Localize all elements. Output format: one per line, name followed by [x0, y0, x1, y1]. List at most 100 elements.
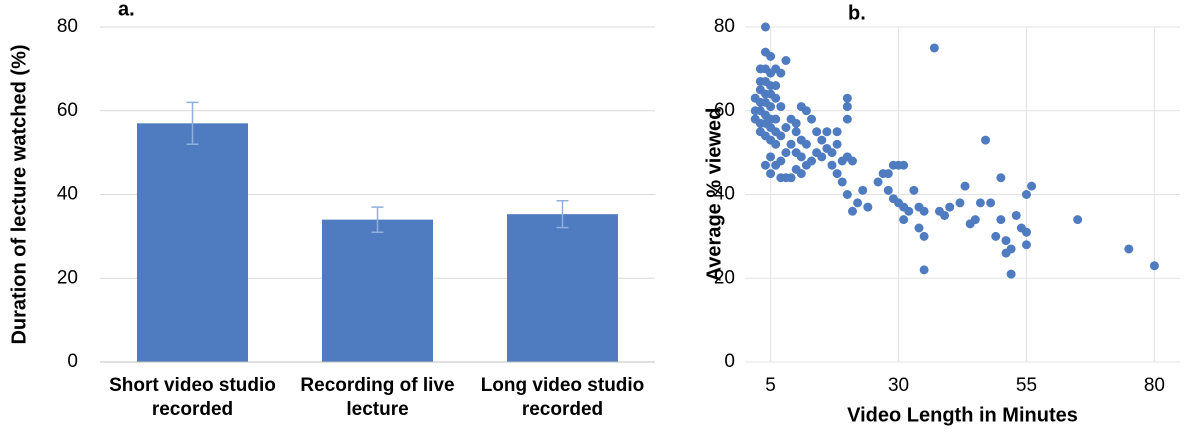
point [796, 169, 806, 179]
point [955, 198, 965, 208]
y-tick-label: 60 [57, 100, 78, 121]
x-tick-label: Long video studio recorded [480, 375, 645, 420]
point [807, 156, 817, 166]
point [842, 93, 852, 103]
point [883, 169, 893, 179]
point [919, 206, 929, 216]
point [781, 148, 791, 158]
point [904, 206, 914, 216]
point [1006, 269, 1016, 279]
point [1027, 181, 1037, 191]
point [817, 135, 827, 145]
point [791, 127, 801, 137]
point [996, 173, 1006, 183]
point [909, 185, 919, 195]
point [760, 22, 770, 32]
point [837, 177, 847, 187]
y-tick-label: 40 [714, 184, 735, 205]
point [991, 231, 1001, 241]
x-tick-label: 5 [765, 375, 776, 396]
panel-title: b. [848, 2, 866, 24]
point [791, 118, 801, 128]
point [899, 160, 909, 170]
point [899, 215, 909, 225]
point [863, 202, 873, 212]
point [766, 102, 776, 112]
point [781, 56, 791, 65]
point [858, 185, 868, 195]
point [776, 68, 786, 78]
x-tick-label-box: Long video studio recorded [480, 375, 645, 420]
y-tick-label: 80 [714, 16, 735, 37]
point [842, 102, 852, 112]
y-tick-label: 80 [57, 16, 78, 37]
y-tick-label: 40 [57, 184, 78, 205]
point [1021, 227, 1031, 237]
x-tick-label: 80 [1144, 375, 1165, 396]
point [827, 148, 837, 158]
point [1006, 244, 1016, 254]
bar [322, 219, 433, 362]
point [801, 106, 811, 116]
point [847, 156, 857, 166]
point [786, 173, 796, 183]
point [919, 231, 929, 241]
point [766, 169, 776, 179]
point [929, 43, 939, 53]
point [996, 215, 1006, 225]
y-tick-label: 0 [724, 351, 735, 372]
point [842, 114, 852, 124]
point [832, 169, 842, 179]
point [1124, 244, 1134, 254]
point [919, 265, 929, 275]
error-bar [556, 200, 569, 229]
point [940, 210, 950, 220]
panel-title: a. [118, 0, 135, 20]
y-axis-title: Average % viewed [703, 108, 725, 282]
point [883, 185, 893, 195]
point [914, 223, 924, 233]
point [832, 127, 842, 137]
error-bar [186, 101, 199, 145]
point [822, 127, 832, 137]
point [817, 152, 827, 162]
y-axis-title: Duration of lecture watched (%) [8, 44, 30, 344]
bar [507, 214, 618, 362]
y-tick-label: 60 [714, 100, 735, 121]
point [1073, 215, 1083, 225]
point [776, 131, 786, 141]
point [981, 135, 991, 145]
point [945, 202, 955, 212]
x-tick-label: Short video studio recorded [109, 375, 276, 420]
point [771, 93, 781, 103]
x-axis-title: Video Length in Minutes [847, 404, 1078, 426]
bar [137, 123, 248, 362]
point [1149, 261, 1159, 271]
x-tick-label: 30 [888, 375, 909, 396]
point [847, 206, 857, 216]
point [1021, 240, 1031, 250]
point [786, 139, 796, 149]
point [766, 51, 776, 61]
y-tick-label: 20 [57, 267, 78, 288]
point [801, 139, 811, 149]
point [771, 139, 781, 149]
point [781, 123, 791, 132]
point [960, 181, 970, 191]
point [842, 190, 852, 199]
point [853, 198, 863, 208]
point [796, 152, 806, 162]
y-tick-label: 0 [67, 351, 78, 372]
point [970, 215, 980, 225]
point [873, 177, 883, 187]
point [1001, 236, 1011, 246]
point [812, 127, 822, 137]
point [807, 114, 817, 124]
point [771, 114, 781, 124]
point [986, 198, 996, 208]
y-tick-label: 20 [714, 267, 735, 288]
point [975, 198, 985, 208]
x-tick-label-box: Short video studio recorded [109, 375, 276, 420]
